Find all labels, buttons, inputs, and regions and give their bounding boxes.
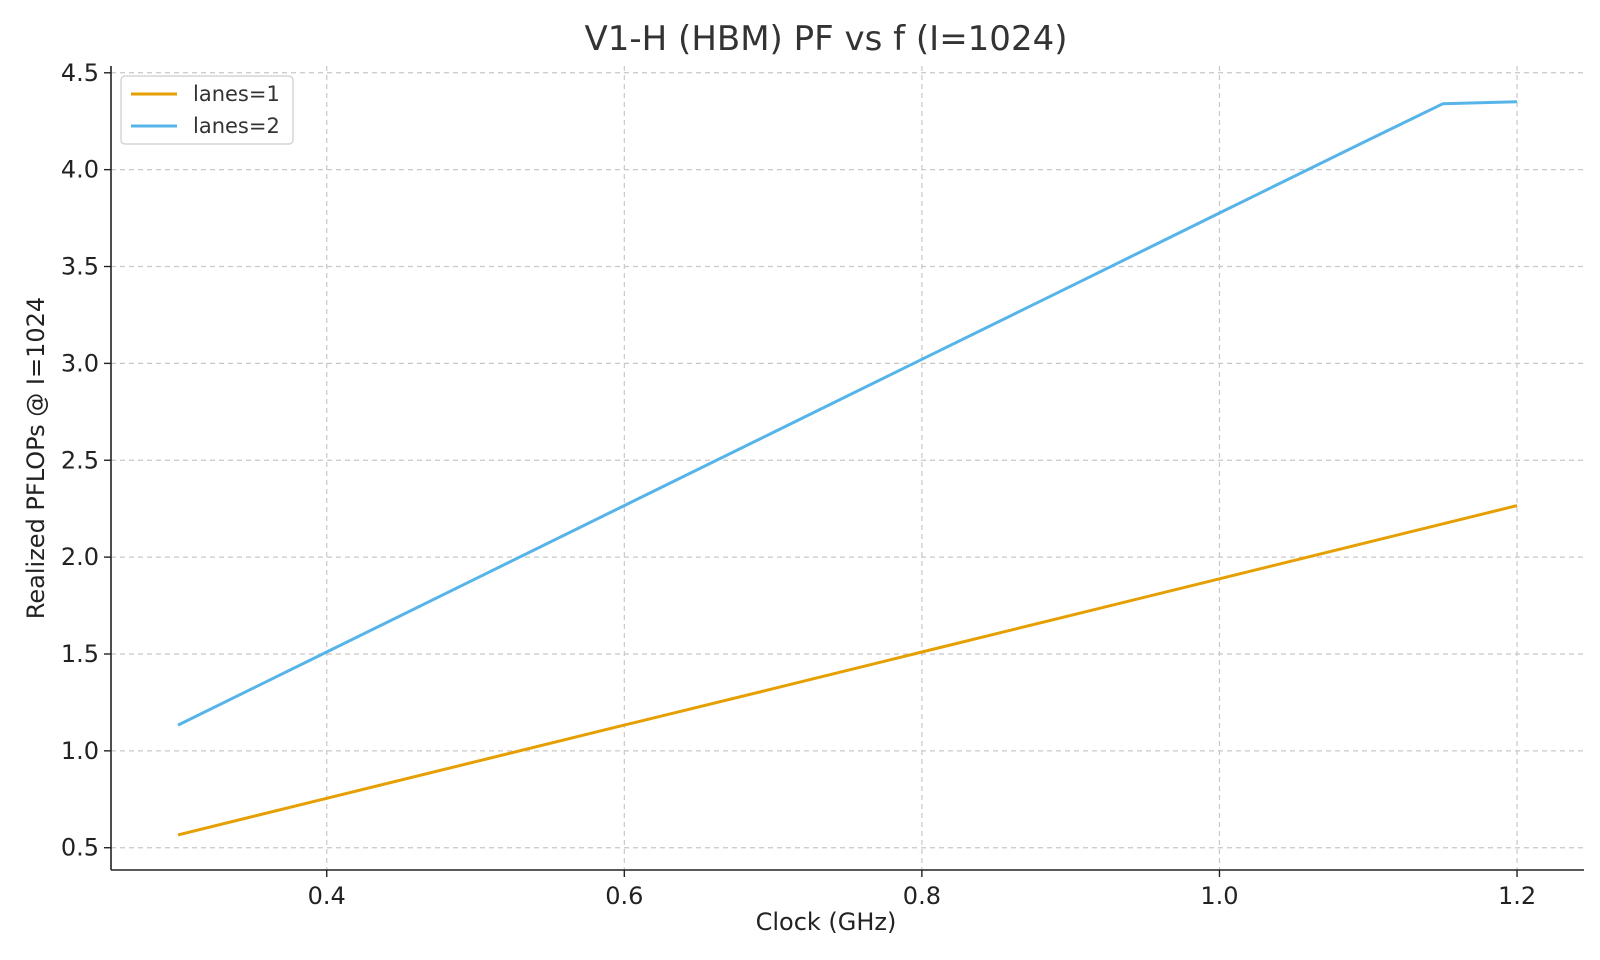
y-tick-label: 1.0 <box>61 737 99 765</box>
series-line-lanes-2 <box>177 100 1518 727</box>
tick-labels: 0.4 0.6 0.8 1.0 1.2 0.5 1.0 1.5 2.0 2.5 3.0 3.5 4.0 4… <box>61 59 1536 910</box>
chart-title: V1-H (HBM) PF vs f (I=1024) <box>585 19 1068 59</box>
x-tick-label: 1.2 <box>1498 882 1536 910</box>
x-tick-label: 0.8 <box>903 882 941 910</box>
legend-label-lanes-2: lanes=2 <box>193 114 280 138</box>
y-tick-label: 0.5 <box>61 834 99 862</box>
x-tick-label: 1.0 <box>1200 882 1238 910</box>
y-tick-label: 1.5 <box>61 640 99 668</box>
x-axis-label: Clock (GHz) <box>756 908 897 936</box>
grid-lines <box>111 66 1584 870</box>
legend: lanes=1 lanes=2 <box>120 75 294 145</box>
y-tick-label: 3.5 <box>61 253 99 281</box>
y-tick-label: 3.0 <box>61 349 99 377</box>
axes <box>104 66 1584 877</box>
legend-label-lanes-1: lanes=1 <box>193 82 280 106</box>
y-axis-label: Realized PFLOPs @ I=1024 <box>22 297 50 619</box>
series-line-lanes-1 <box>177 504 1518 837</box>
y-tick-label: 4.0 <box>61 156 99 184</box>
y-tick-label: 2.5 <box>61 446 99 474</box>
x-tick-label: 0.4 <box>308 882 346 910</box>
x-tick-label: 0.6 <box>605 882 643 910</box>
y-tick-label: 2.0 <box>61 543 99 571</box>
series-layer <box>177 100 1518 837</box>
y-tick-label: 4.5 <box>61 59 99 87</box>
